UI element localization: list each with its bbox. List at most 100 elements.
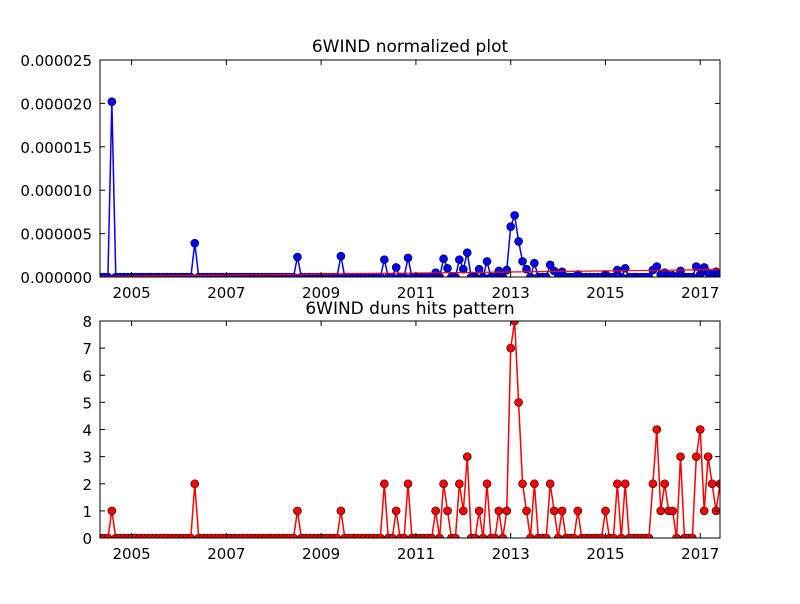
data-point <box>526 533 535 538</box>
y-tick-label: 7 <box>82 340 92 358</box>
data-point <box>403 479 413 489</box>
data-point <box>695 425 705 434</box>
data-point <box>443 264 452 273</box>
data-point <box>656 506 666 516</box>
data-point <box>478 533 488 538</box>
x-tick-label: 2013 <box>492 284 530 302</box>
data-point <box>668 506 677 516</box>
data-point <box>391 506 401 516</box>
data-point <box>494 506 504 516</box>
x-tick-label: 2009 <box>302 284 340 302</box>
series-line <box>100 321 720 538</box>
data-point <box>336 251 346 261</box>
data-point <box>569 533 579 538</box>
x-tick-label: 2017 <box>681 545 719 563</box>
data-point <box>459 264 468 274</box>
data-point <box>510 211 519 220</box>
data-point <box>439 479 448 489</box>
data-point <box>699 506 709 516</box>
data-point <box>541 533 551 538</box>
x-tick-label: 2013 <box>492 545 530 563</box>
data-point <box>470 272 480 277</box>
data-point <box>455 255 464 264</box>
y-tick-label: 1 <box>82 503 92 521</box>
data-point <box>660 479 670 489</box>
x-tick-label: 2015 <box>586 284 624 302</box>
data-point <box>387 533 397 538</box>
data-point <box>510 321 519 326</box>
x-tick-label: 2011 <box>397 284 435 302</box>
data-point <box>553 533 563 538</box>
data-point <box>293 506 302 516</box>
data-point <box>498 533 508 538</box>
x-tick-label: 2005 <box>112 545 150 563</box>
y-tick-label: 0.000005 <box>20 226 92 244</box>
y-tick-label: 0 <box>82 530 92 548</box>
data-point <box>391 263 401 272</box>
y-tick-label: 6 <box>82 367 92 385</box>
data-point <box>399 533 409 538</box>
data-point <box>707 479 717 489</box>
data-point <box>541 272 551 277</box>
data-point <box>455 479 464 489</box>
data-point <box>427 533 437 538</box>
x-tick-label: 2009 <box>302 545 340 563</box>
data-point <box>557 506 567 516</box>
y-tick-label: 0.000020 <box>20 95 92 113</box>
data-point <box>462 452 472 461</box>
y-tick-label: 5 <box>82 394 92 412</box>
duns-hits-panel: 0 1 2 3 4 5 6 7 8 2005 2007 2009 2011 2013 2015 2017 6WI… <box>82 299 721 563</box>
y-tick-label: 0.000000 <box>20 269 92 287</box>
data-point <box>545 260 555 270</box>
data-point <box>435 533 444 538</box>
data-point <box>526 272 535 277</box>
data-point <box>451 533 460 538</box>
data-point <box>403 253 413 263</box>
data-point <box>470 533 480 538</box>
y-tick-label: 2 <box>82 476 92 494</box>
y-tick-label: 0.000025 <box>20 52 92 70</box>
data-point <box>620 479 630 489</box>
data-point <box>692 452 701 461</box>
chart-title: 6WIND normalized plot <box>312 37 509 57</box>
data-point <box>715 270 720 277</box>
data-point <box>530 479 539 489</box>
data-point <box>482 257 492 266</box>
x-tick-label: 2007 <box>207 545 245 563</box>
data-point <box>380 479 389 489</box>
data-point <box>514 398 523 407</box>
data-point <box>462 248 472 257</box>
data-point <box>676 266 685 276</box>
data-point <box>439 254 448 264</box>
y-tick-label: 0.000015 <box>20 139 92 157</box>
data-point <box>530 258 539 268</box>
data-point <box>597 533 606 538</box>
plot-area <box>100 321 720 538</box>
x-tick-label: 2005 <box>112 284 150 302</box>
data-point <box>459 506 468 516</box>
data-point <box>443 506 452 516</box>
data-point <box>380 255 389 264</box>
data-point <box>502 506 512 516</box>
data-point <box>518 479 527 489</box>
data-point <box>609 533 618 538</box>
data-point <box>688 533 697 538</box>
data-point <box>482 479 492 489</box>
data-point <box>107 506 117 516</box>
data-point <box>672 533 681 538</box>
data-point <box>644 533 654 538</box>
data-point <box>545 479 555 489</box>
x-tick-label: 2011 <box>397 545 435 563</box>
data-point <box>474 506 484 516</box>
data-point <box>289 533 298 538</box>
data-point <box>573 506 583 516</box>
y-tick-label: 4 <box>82 422 92 440</box>
data-point <box>609 272 618 277</box>
data-point <box>431 506 440 516</box>
data-point <box>613 479 622 489</box>
data-point <box>478 272 488 277</box>
x-tick-label: 2015 <box>586 545 624 563</box>
data-point <box>376 533 385 538</box>
